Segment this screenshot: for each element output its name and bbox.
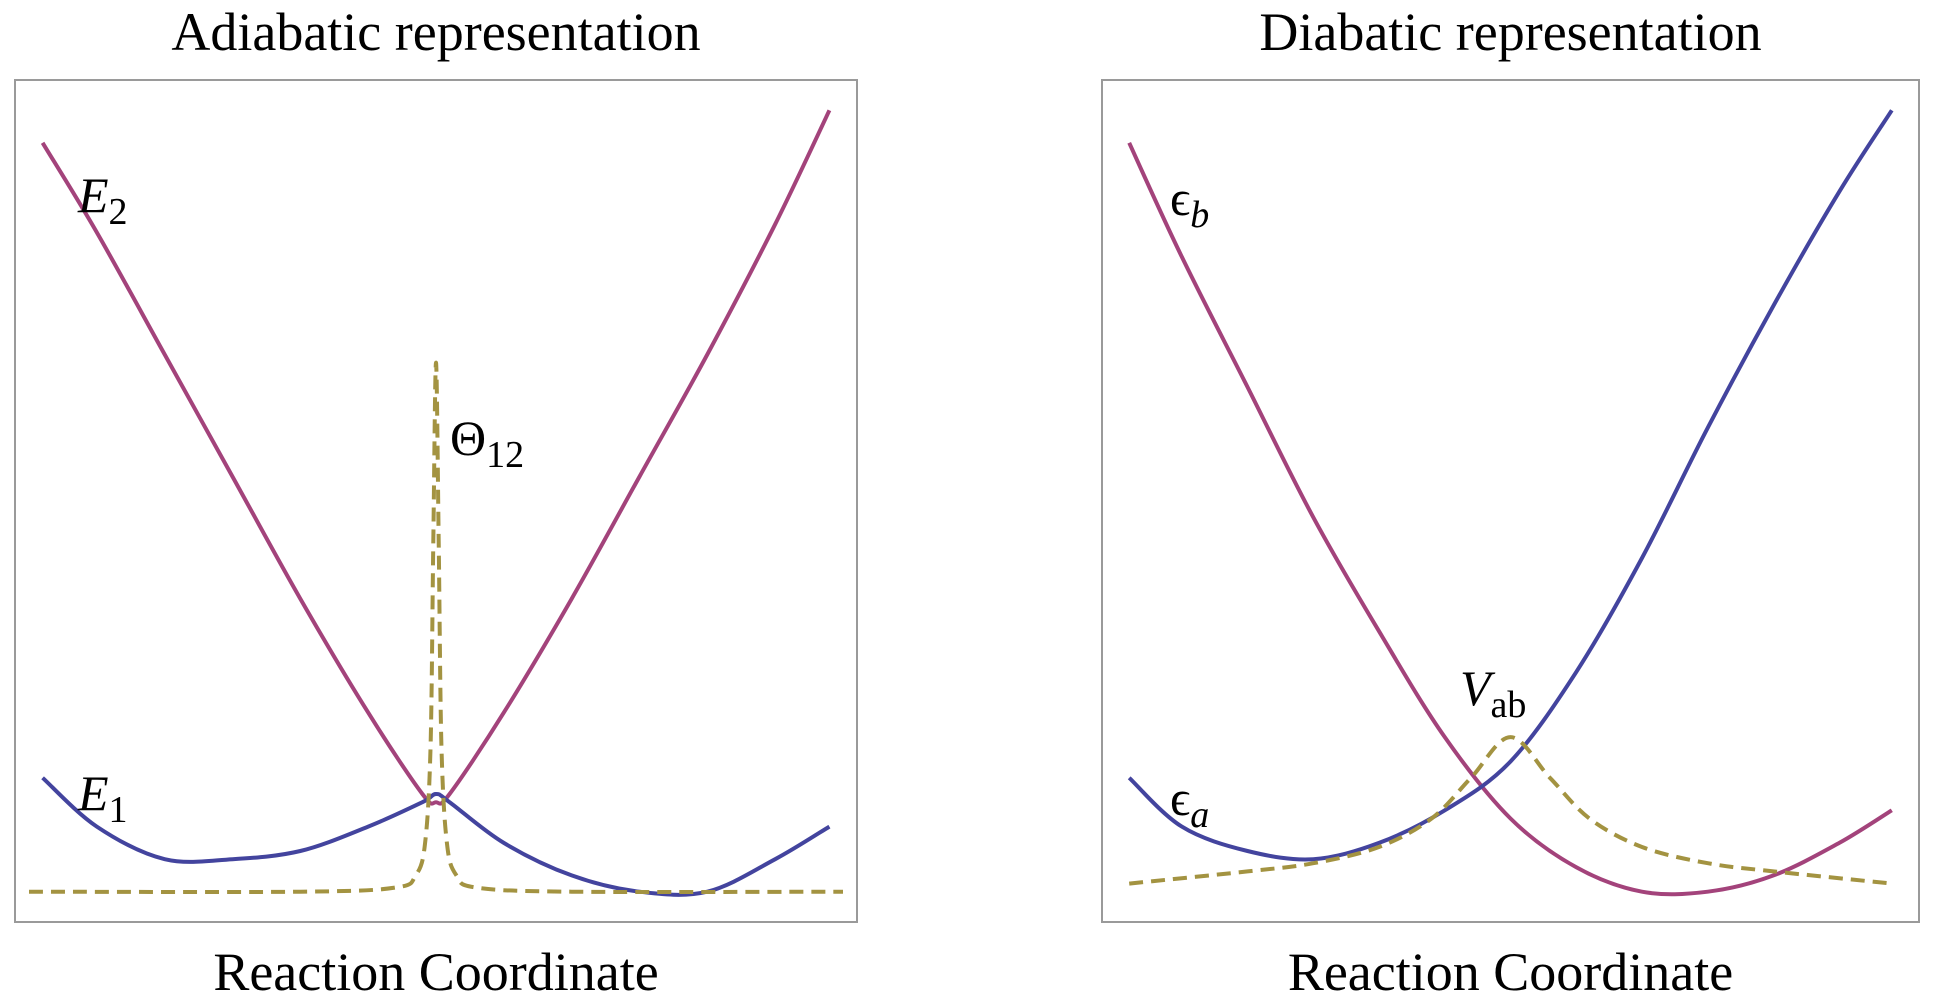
series-line-adiabatic-e1	[41, 776, 831, 897]
diabatic-plot: ϵb ϵa Vab	[1101, 79, 1920, 923]
left-chart-title: Adiabatic representation	[171, 2, 701, 62]
diabatic-plot-frame	[1101, 79, 1920, 923]
series-line-diabatic-vab	[1128, 735, 1893, 886]
series-line-diabatic-b	[1127, 141, 1893, 897]
series-label-adiabatic-e2: E2	[77, 167, 128, 233]
right-x-axis-label: Reaction Coordinate	[1287, 942, 1734, 1002]
series-label-diabatic-vab: Vab	[1460, 660, 1526, 726]
adiabatic-plot: E2 E1 Θ12	[14, 79, 858, 923]
series-line-adiabatic-e2	[40, 109, 832, 806]
series-label-diabatic-a: ϵa	[1170, 770, 1209, 836]
right-chart-title: Diabatic representation	[1259, 2, 1762, 62]
series-label-adiabatic-e1: E1	[77, 765, 128, 831]
series-label-diabatic-b: ϵb	[1170, 170, 1209, 236]
series-line-diabatic-a	[1127, 109, 1894, 862]
left-x-axis-label: Reaction Coordinate	[213, 942, 659, 1002]
adiabatic-plot-frame	[14, 79, 858, 923]
series-label-adiabatic-12: Θ12	[450, 410, 524, 476]
series-line-adiabatic-12	[28, 360, 844, 895]
